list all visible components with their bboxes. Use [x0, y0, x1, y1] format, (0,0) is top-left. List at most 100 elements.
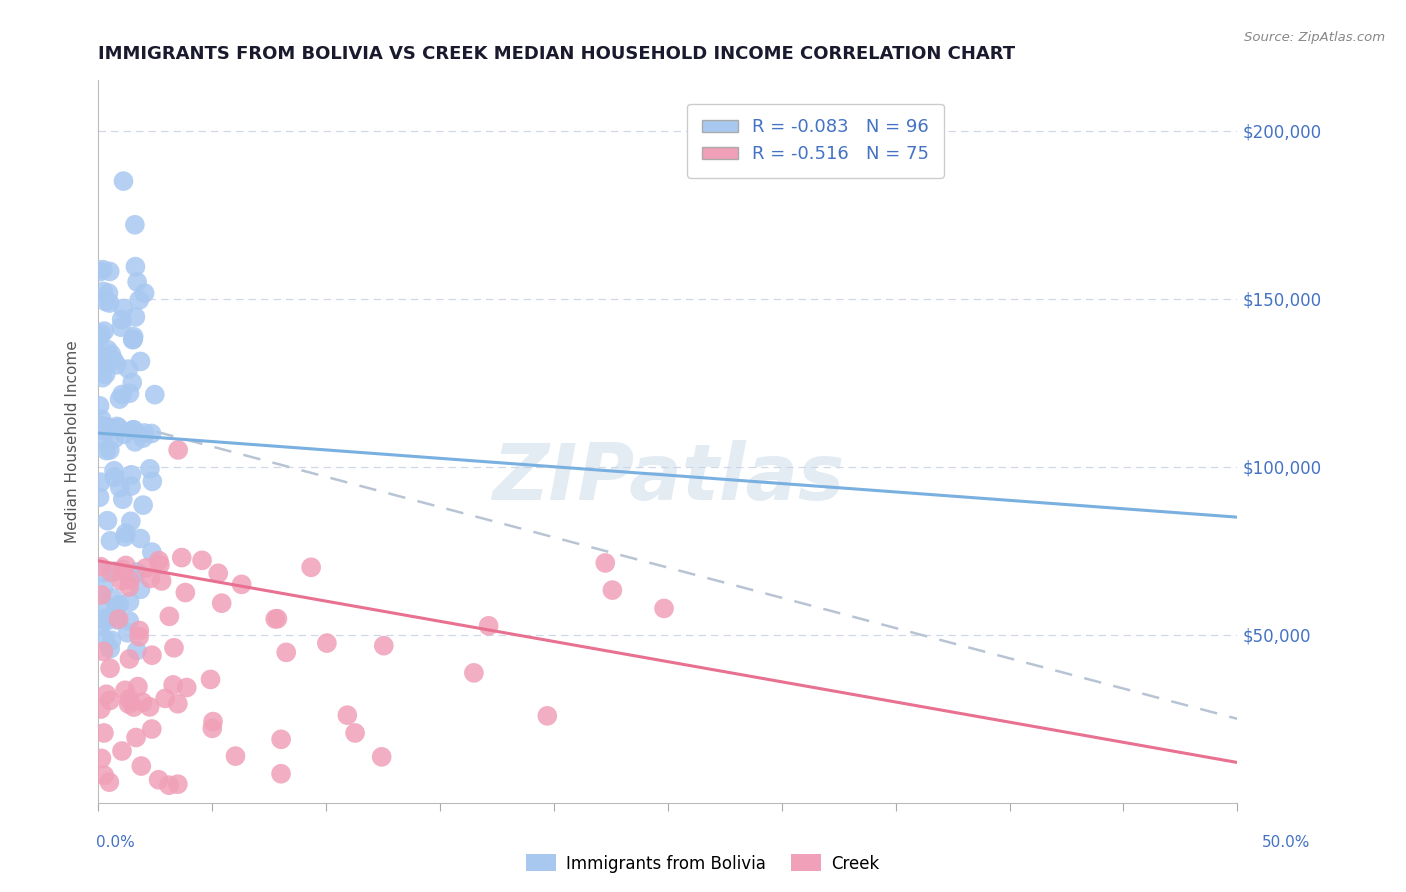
Point — [224, 749, 246, 764]
Point — [129, 532, 152, 546]
Point — [141, 475, 163, 489]
Point — [89, 264, 111, 278]
Point — [112, 427, 135, 442]
Point — [122, 329, 145, 343]
Point — [167, 777, 190, 791]
Point — [103, 353, 125, 368]
Point — [157, 778, 180, 792]
Point — [132, 431, 155, 445]
Point — [93, 612, 115, 626]
Point — [91, 370, 114, 384]
Point — [112, 301, 135, 316]
Legend: R = -0.083   N = 96, R = -0.516   N = 75: R = -0.083 N = 96, R = -0.516 N = 75 — [688, 103, 943, 178]
Point — [105, 613, 128, 627]
Text: 50.0%: 50.0% — [1263, 836, 1310, 850]
Point — [134, 286, 156, 301]
Point — [266, 612, 288, 626]
Point — [90, 475, 112, 490]
Point — [129, 582, 152, 597]
Point — [129, 354, 152, 368]
Point — [91, 285, 114, 299]
Point — [90, 702, 112, 716]
Point — [112, 174, 135, 188]
Point — [101, 591, 124, 605]
Point — [141, 545, 163, 559]
Point — [118, 573, 141, 587]
Point — [94, 419, 117, 434]
Point — [141, 426, 163, 441]
Point — [90, 751, 112, 765]
Point — [652, 601, 675, 615]
Point — [105, 358, 128, 372]
Point — [114, 683, 136, 698]
Point — [270, 766, 292, 780]
Point — [153, 691, 176, 706]
Point — [373, 639, 395, 653]
Point — [93, 644, 115, 658]
Point — [100, 633, 122, 648]
Point — [114, 530, 136, 544]
Point — [114, 526, 136, 541]
Point — [176, 681, 198, 695]
Point — [91, 433, 114, 447]
Point — [108, 481, 131, 495]
Point — [166, 697, 188, 711]
Point — [91, 566, 114, 580]
Point — [103, 464, 125, 478]
Point — [207, 566, 229, 581]
Point — [264, 612, 287, 626]
Point — [128, 624, 150, 638]
Point — [96, 614, 118, 628]
Point — [98, 661, 121, 675]
Point — [135, 561, 157, 575]
Point — [100, 566, 122, 580]
Point — [94, 632, 117, 647]
Point — [98, 443, 121, 458]
Point — [98, 264, 121, 278]
Point — [536, 709, 558, 723]
Point — [124, 566, 146, 581]
Point — [299, 560, 322, 574]
Point — [202, 714, 225, 729]
Point — [120, 479, 142, 493]
Point — [93, 354, 115, 368]
Point — [139, 462, 162, 476]
Text: ZIPatlas: ZIPatlas — [492, 440, 844, 516]
Point — [93, 598, 115, 612]
Point — [370, 749, 392, 764]
Point — [111, 492, 134, 507]
Point — [593, 556, 616, 570]
Point — [120, 467, 142, 482]
Point — [201, 722, 224, 736]
Point — [125, 565, 148, 579]
Point — [167, 442, 190, 457]
Point — [97, 343, 120, 357]
Text: Source: ZipAtlas.com: Source: ZipAtlas.com — [1244, 31, 1385, 45]
Point — [132, 498, 155, 512]
Point — [108, 392, 131, 406]
Point — [118, 580, 141, 594]
Point — [94, 425, 117, 439]
Point — [110, 574, 132, 588]
Point — [93, 581, 115, 595]
Point — [100, 533, 122, 548]
Point — [93, 768, 115, 782]
Point — [111, 744, 134, 758]
Point — [111, 387, 134, 401]
Point — [141, 722, 163, 736]
Point — [104, 431, 127, 445]
Point — [96, 514, 118, 528]
Point — [191, 553, 214, 567]
Point — [104, 565, 127, 579]
Point — [89, 490, 111, 504]
Point — [93, 726, 115, 740]
Point — [143, 387, 166, 401]
Point — [478, 619, 501, 633]
Point — [124, 218, 146, 232]
Point — [117, 362, 139, 376]
Point — [124, 310, 146, 324]
Point — [98, 296, 121, 310]
Point — [118, 595, 141, 609]
Point — [211, 596, 233, 610]
Point — [115, 558, 138, 573]
